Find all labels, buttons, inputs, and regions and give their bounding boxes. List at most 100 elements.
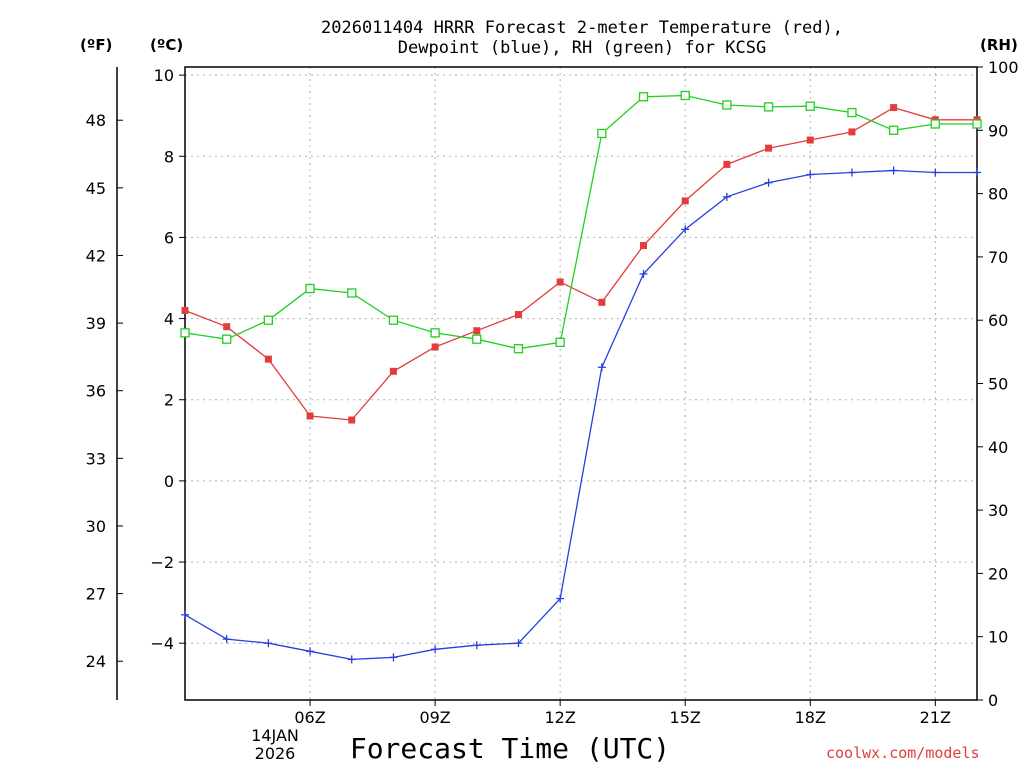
dewpoint-marker — [764, 178, 773, 187]
temperature-marker — [598, 298, 606, 306]
dewpoint-marker — [389, 653, 398, 662]
rh-tick-label: 80 — [988, 185, 1008, 204]
rh-marker — [472, 334, 482, 344]
fahrenheit-tick-label: 36 — [86, 382, 106, 401]
fahrenheit-tick-label: 30 — [86, 517, 106, 536]
dewpoint-marker — [847, 168, 856, 177]
rh-marker — [680, 90, 690, 101]
rh-marker — [347, 288, 357, 298]
rh-marker — [847, 107, 857, 118]
rh-marker — [305, 283, 315, 294]
temperature-marker — [723, 160, 731, 168]
fahrenheit-tick-label: 45 — [86, 179, 106, 198]
celsius-tick-label: 6 — [164, 228, 174, 247]
dewpoint-marker — [472, 641, 481, 650]
date-year-label: 2026 — [254, 744, 296, 763]
celsius-unit-label: (ºC) — [150, 36, 184, 54]
dewpoint-marker — [681, 225, 690, 234]
rh-marker — [638, 92, 649, 102]
rh-marker — [180, 328, 190, 338]
rh-tick-label: 90 — [988, 121, 1008, 140]
rh-marker — [222, 334, 232, 344]
temperature-marker — [848, 128, 856, 136]
temperature-marker — [264, 355, 272, 363]
temperature-marker — [348, 416, 356, 424]
rh-marker — [513, 344, 524, 354]
x-tick-label: 21Z — [920, 708, 951, 727]
rh-unit-label: (RH) — [980, 36, 1018, 54]
credit-link[interactable]: coolwx.com/models — [826, 744, 980, 762]
rh-marker — [972, 119, 982, 129]
rh-tick-label: 40 — [988, 438, 1008, 457]
fahrenheit-tick-label: 27 — [86, 585, 106, 604]
temperature-marker — [181, 306, 189, 314]
dewpoint-marker — [639, 269, 648, 278]
dewpoint-marker — [806, 170, 815, 179]
rh-tick-label: 10 — [988, 628, 1008, 647]
x-axis-title: Forecast Time (UTC) — [349, 732, 671, 765]
rh-marker — [597, 128, 607, 139]
dewpoint-marker — [722, 192, 731, 201]
temperature-marker — [890, 104, 898, 112]
x-tick-label: 06Z — [294, 708, 325, 727]
dewpoint-marker — [431, 645, 440, 654]
celsius-tick-label: 2 — [164, 391, 174, 410]
temperature-marker — [806, 136, 814, 144]
fahrenheit-tick-label: 24 — [86, 652, 106, 671]
rh-marker — [388, 315, 399, 325]
dewpoint-marker — [347, 655, 356, 664]
dewpoint-marker — [889, 166, 898, 175]
fahrenheit-tick-label: 42 — [86, 246, 106, 265]
temperature-marker — [681, 197, 689, 205]
celsius-tick-label: 8 — [164, 147, 174, 166]
temperature-marker — [765, 144, 773, 152]
fahrenheit-tick-label: 39 — [86, 314, 106, 333]
dewpoint-marker — [556, 594, 565, 603]
dewpoint-line — [184, 169, 977, 661]
temperature-marker — [640, 242, 648, 250]
rh-marker — [763, 102, 774, 112]
rh-marker — [930, 119, 940, 129]
rh-marker — [722, 100, 732, 110]
plot-frame — [184, 66, 978, 701]
rh-marker — [555, 337, 565, 348]
dewpoint-marker — [306, 647, 315, 656]
dewpoint-marker — [264, 639, 273, 648]
chart-title-line-2: Dewpoint (blue), RH (green) for KCSG — [397, 38, 767, 58]
temperature-line — [184, 106, 977, 421]
rh-tick-label: 100 — [988, 58, 1019, 77]
temperature-marker — [514, 311, 522, 319]
rh-tick-label: 30 — [988, 501, 1008, 520]
rh-marker — [805, 101, 815, 111]
rh-tick-label: 60 — [988, 311, 1008, 330]
series-layer — [180, 90, 982, 664]
dewpoint-marker — [973, 168, 981, 177]
rh-marker — [430, 328, 440, 338]
date-day-label: 14JAN — [251, 726, 299, 745]
rh-marker — [263, 315, 274, 325]
chart-title-line-1: 2026011404 HRRR Forecast 2-meter Tempera… — [321, 18, 843, 38]
dewpoint-marker — [222, 635, 231, 644]
fahrenheit-tick-label: 48 — [86, 111, 106, 130]
rh-tick-label: 20 — [988, 564, 1008, 583]
temperature-marker — [431, 343, 439, 351]
temperature-marker — [306, 412, 314, 420]
dewpoint-marker — [597, 363, 606, 372]
dewpoint-marker — [514, 639, 523, 648]
rh-tick-label: 0 — [988, 691, 998, 710]
fahrenheit-unit-label: (ºF) — [80, 36, 113, 54]
celsius-tick-label: −2 — [150, 553, 174, 572]
rh-tick-label: 70 — [988, 248, 1008, 267]
x-tick-label: 12Z — [544, 708, 575, 727]
fahrenheit-tick-label: 33 — [86, 449, 106, 468]
temperature-marker — [389, 367, 397, 375]
celsius-tick-label: 10 — [154, 66, 174, 85]
temperature-marker — [556, 278, 564, 286]
rh-line — [184, 94, 977, 350]
temperature-marker — [223, 323, 231, 331]
dewpoint-marker — [931, 168, 940, 177]
celsius-tick-label: −4 — [150, 634, 174, 653]
x-tick-label: 15Z — [670, 708, 701, 727]
